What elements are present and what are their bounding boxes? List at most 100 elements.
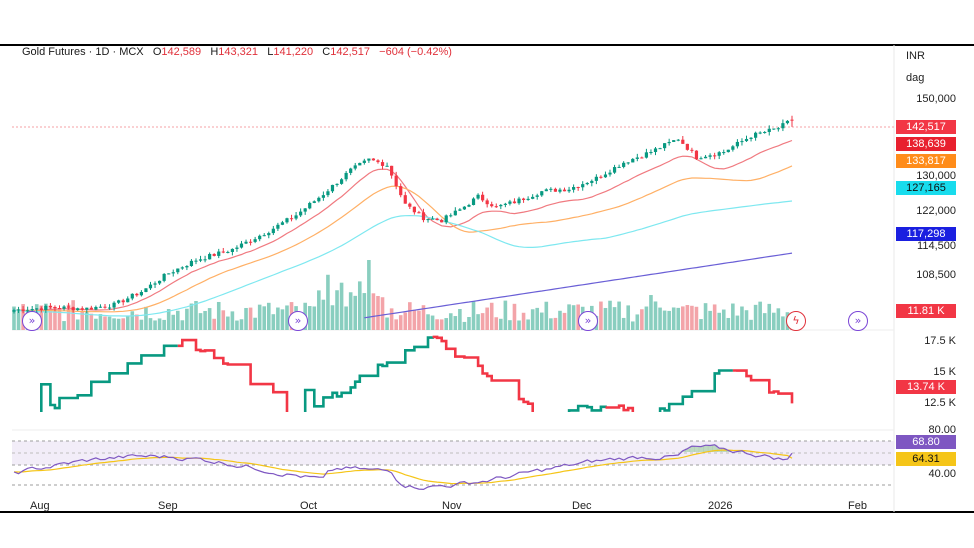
volume-bar <box>84 312 89 330</box>
volume-bar <box>125 315 130 330</box>
candle-body <box>572 187 576 190</box>
volume-bar <box>521 312 526 330</box>
candle-body <box>590 180 594 183</box>
volume-bar <box>135 314 139 330</box>
candle-body <box>217 251 221 256</box>
volume-bar <box>462 321 467 330</box>
candle-body <box>685 143 689 150</box>
candle-body <box>267 233 271 236</box>
lightning-icon[interactable]: ϟ <box>786 311 806 331</box>
candle-body <box>544 189 548 192</box>
candle-body <box>198 259 203 261</box>
double-chevron-icon[interactable]: » <box>288 311 308 331</box>
volume-bar <box>16 309 21 330</box>
volume-bar <box>749 319 753 330</box>
candle-body <box>294 215 298 219</box>
volume-bar <box>549 318 553 330</box>
volume-bar <box>453 316 458 330</box>
price-tick-130000: 130,000 <box>916 170 956 182</box>
candle-body <box>57 308 62 310</box>
candle-body <box>785 120 790 124</box>
candle-body <box>385 165 389 167</box>
candle-body <box>358 162 362 166</box>
volume-bar <box>444 318 449 330</box>
candle-body <box>567 189 571 192</box>
candle-body <box>440 220 444 223</box>
volume-bar <box>362 293 367 330</box>
indicator-step-up <box>658 369 733 412</box>
candle-body <box>481 194 485 201</box>
candle-body <box>144 288 148 293</box>
volume-bar <box>731 303 735 330</box>
tag-indicator: 13.74 K <box>896 380 956 394</box>
volume-bar <box>330 305 335 330</box>
time-label-dec: Dec <box>572 500 592 512</box>
volume-bar <box>94 318 98 330</box>
candle-body <box>758 132 762 134</box>
candle-body <box>471 198 476 206</box>
candle-body <box>776 128 780 130</box>
volume-bar <box>430 315 435 330</box>
rsi-overbought-fill <box>685 448 691 452</box>
candle-body <box>126 298 130 303</box>
candle-body <box>53 307 57 309</box>
volume-bar <box>57 308 62 330</box>
tag-volume: 11.81 K <box>896 304 956 318</box>
indicator-tick-17-5k: 17.5 K <box>924 335 956 347</box>
volume-bar <box>740 306 744 330</box>
candle-body <box>672 140 676 142</box>
candle-body <box>235 247 239 249</box>
price-tick-108500: 108,500 <box>916 269 956 281</box>
volume-bar <box>485 307 489 330</box>
candle-body <box>699 158 703 160</box>
candle-body <box>449 215 453 217</box>
candle-body <box>594 176 598 181</box>
price-tick-122000: 122,000 <box>916 205 956 217</box>
candle-body <box>549 188 553 190</box>
volume-bar <box>207 308 212 330</box>
candle-body <box>467 205 471 207</box>
volume-bar <box>699 319 703 330</box>
candle-body <box>117 300 121 303</box>
candle-body <box>681 139 685 144</box>
double-chevron-icon[interactable]: » <box>22 311 42 331</box>
candle-body <box>303 208 307 212</box>
volume-bar <box>562 312 567 330</box>
volume-bar <box>717 312 722 330</box>
candle-body <box>153 283 157 285</box>
tag-ma-4: 117,298 <box>896 227 956 241</box>
double-chevron-icon[interactable]: » <box>578 311 598 331</box>
volume-bar <box>44 303 48 330</box>
candle-body <box>26 310 30 312</box>
double-chevron-icon[interactable]: » <box>848 311 868 331</box>
candle-body <box>735 141 740 147</box>
volume-bar <box>371 293 376 330</box>
volume-bar <box>157 318 162 330</box>
volume-bar <box>271 314 276 330</box>
candle-body <box>499 204 503 207</box>
candle-body <box>89 307 93 310</box>
volume-bar <box>635 314 640 330</box>
volume-bar <box>89 313 94 330</box>
volume-bar <box>162 319 166 330</box>
volume-bar <box>708 310 712 330</box>
candle-body <box>399 186 403 196</box>
candle-body <box>339 179 344 184</box>
volume-bar <box>266 302 271 330</box>
volume-bar <box>544 301 549 330</box>
volume-bar <box>107 316 112 330</box>
candle-body <box>444 215 448 223</box>
indicator-step-up <box>303 336 434 412</box>
volume-bar <box>467 316 471 330</box>
volume-bar <box>171 314 176 330</box>
indicator-tick-15k: 15 K <box>933 366 956 378</box>
rsi-ma-line <box>13 449 793 485</box>
volume-bar <box>353 295 358 330</box>
candle-body <box>540 191 544 196</box>
volume-bar <box>230 311 235 330</box>
candle-body <box>749 137 753 139</box>
candle-body <box>185 265 189 268</box>
candle-body <box>608 172 612 175</box>
